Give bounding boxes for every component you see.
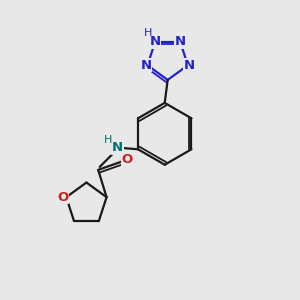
Text: H: H <box>104 134 113 145</box>
Text: N: N <box>112 141 123 154</box>
Text: N: N <box>150 35 161 48</box>
Text: H: H <box>144 28 152 38</box>
Text: N: N <box>140 59 152 72</box>
Text: O: O <box>57 191 68 204</box>
Text: O: O <box>122 153 133 166</box>
Text: N: N <box>175 35 186 48</box>
Text: N: N <box>184 59 195 72</box>
